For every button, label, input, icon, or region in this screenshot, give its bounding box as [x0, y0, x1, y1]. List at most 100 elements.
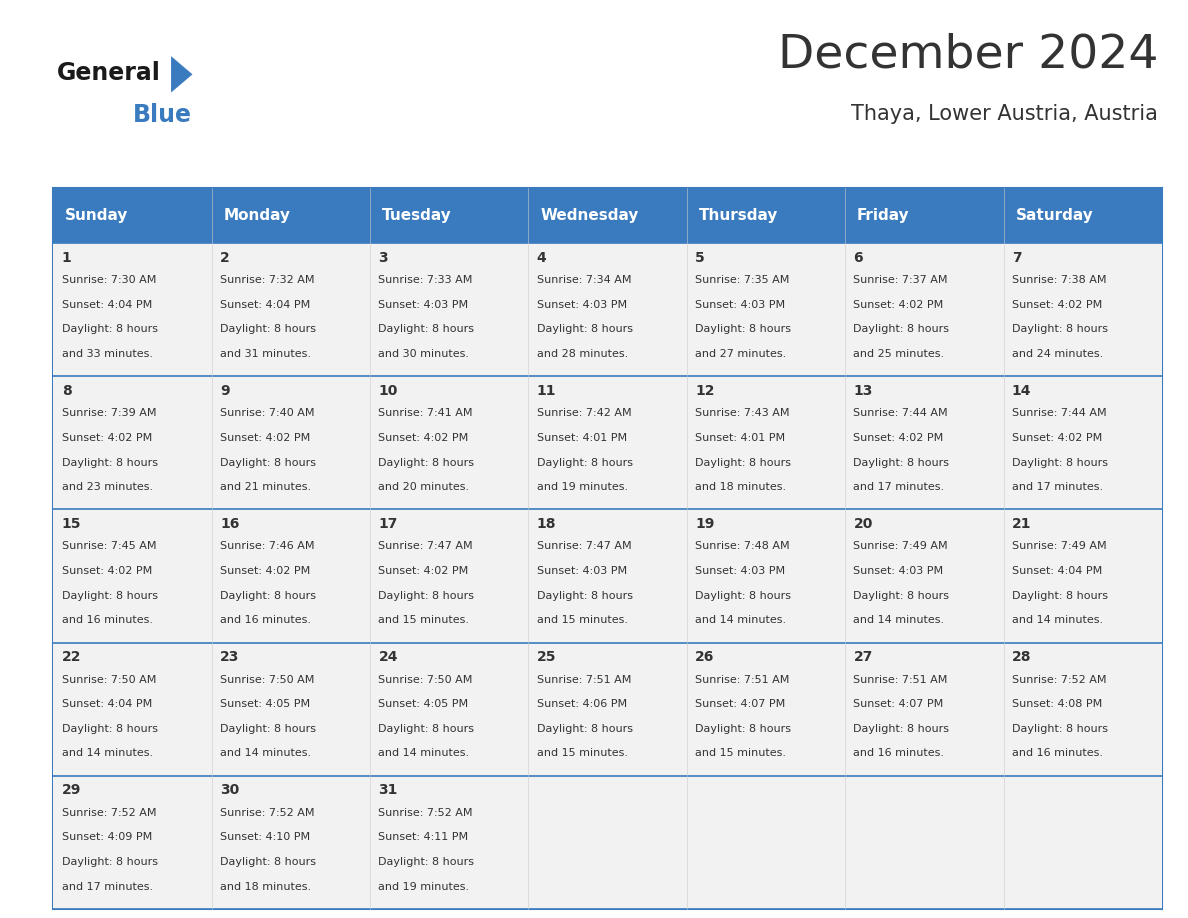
- Text: and 31 minutes.: and 31 minutes.: [220, 349, 311, 359]
- Text: Sunrise: 7:42 AM: Sunrise: 7:42 AM: [537, 409, 632, 419]
- Text: Daylight: 8 hours: Daylight: 8 hours: [62, 723, 158, 733]
- Text: Sunset: 4:09 PM: Sunset: 4:09 PM: [62, 833, 152, 843]
- Text: and 25 minutes.: and 25 minutes.: [853, 349, 944, 359]
- Text: Wednesday: Wednesday: [541, 208, 639, 223]
- Text: Daylight: 8 hours: Daylight: 8 hours: [537, 590, 633, 600]
- Text: Sunrise: 7:50 AM: Sunrise: 7:50 AM: [379, 675, 473, 685]
- Text: Daylight: 8 hours: Daylight: 8 hours: [220, 590, 316, 600]
- Text: Saturday: Saturday: [1016, 208, 1093, 223]
- Text: Friday: Friday: [857, 208, 910, 223]
- Text: and 17 minutes.: and 17 minutes.: [853, 482, 944, 492]
- Text: and 14 minutes.: and 14 minutes.: [1012, 615, 1102, 625]
- Text: Sunset: 4:03 PM: Sunset: 4:03 PM: [537, 566, 627, 577]
- Text: 30: 30: [220, 783, 239, 797]
- Text: Sunset: 4:02 PM: Sunset: 4:02 PM: [62, 566, 152, 577]
- Text: Sunset: 4:01 PM: Sunset: 4:01 PM: [537, 433, 627, 443]
- Text: 17: 17: [379, 517, 398, 531]
- Text: Daylight: 8 hours: Daylight: 8 hours: [62, 590, 158, 600]
- Text: December 2024: December 2024: [778, 32, 1158, 78]
- Text: 14: 14: [1012, 384, 1031, 397]
- Text: Sunset: 4:03 PM: Sunset: 4:03 PM: [695, 566, 785, 577]
- Text: Sunday: Sunday: [65, 208, 128, 223]
- Text: Daylight: 8 hours: Daylight: 8 hours: [853, 457, 949, 467]
- Text: Sunrise: 7:52 AM: Sunrise: 7:52 AM: [1012, 675, 1106, 685]
- Text: Tuesday: Tuesday: [383, 208, 451, 223]
- Text: and 33 minutes.: and 33 minutes.: [62, 349, 153, 359]
- Text: Sunrise: 7:34 AM: Sunrise: 7:34 AM: [537, 275, 631, 285]
- Text: Sunset: 4:01 PM: Sunset: 4:01 PM: [695, 433, 785, 443]
- Text: Sunset: 4:02 PM: Sunset: 4:02 PM: [220, 433, 310, 443]
- Text: 5: 5: [695, 251, 704, 264]
- Text: Sunset: 4:07 PM: Sunset: 4:07 PM: [695, 700, 785, 710]
- Text: Daylight: 8 hours: Daylight: 8 hours: [379, 457, 474, 467]
- Text: Sunrise: 7:33 AM: Sunrise: 7:33 AM: [379, 275, 473, 285]
- Text: Daylight: 8 hours: Daylight: 8 hours: [379, 590, 474, 600]
- Text: Sunrise: 7:41 AM: Sunrise: 7:41 AM: [379, 409, 473, 419]
- Text: and 16 minutes.: and 16 minutes.: [220, 615, 311, 625]
- Text: Sunset: 4:04 PM: Sunset: 4:04 PM: [62, 700, 152, 710]
- Text: Sunrise: 7:32 AM: Sunrise: 7:32 AM: [220, 275, 315, 285]
- Text: Daylight: 8 hours: Daylight: 8 hours: [695, 723, 791, 733]
- Text: Sunset: 4:03 PM: Sunset: 4:03 PM: [853, 566, 943, 577]
- Text: Sunrise: 7:51 AM: Sunrise: 7:51 AM: [695, 675, 790, 685]
- Text: Sunrise: 7:47 AM: Sunrise: 7:47 AM: [379, 542, 473, 552]
- Text: Sunrise: 7:51 AM: Sunrise: 7:51 AM: [537, 675, 631, 685]
- Text: Sunset: 4:05 PM: Sunset: 4:05 PM: [220, 700, 310, 710]
- Text: 7: 7: [1012, 251, 1022, 264]
- Text: Sunset: 4:03 PM: Sunset: 4:03 PM: [537, 300, 627, 310]
- Text: Sunrise: 7:50 AM: Sunrise: 7:50 AM: [62, 675, 156, 685]
- Text: Sunrise: 7:35 AM: Sunrise: 7:35 AM: [695, 275, 790, 285]
- Text: and 14 minutes.: and 14 minutes.: [695, 615, 786, 625]
- Text: Daylight: 8 hours: Daylight: 8 hours: [1012, 590, 1108, 600]
- Text: Sunset: 4:10 PM: Sunset: 4:10 PM: [220, 833, 310, 843]
- Text: 28: 28: [1012, 650, 1031, 664]
- Text: and 19 minutes.: and 19 minutes.: [379, 881, 469, 891]
- Text: Daylight: 8 hours: Daylight: 8 hours: [1012, 324, 1108, 334]
- Text: 12: 12: [695, 384, 715, 397]
- Text: Daylight: 8 hours: Daylight: 8 hours: [220, 723, 316, 733]
- Text: Daylight: 8 hours: Daylight: 8 hours: [1012, 457, 1108, 467]
- Text: Sunrise: 7:52 AM: Sunrise: 7:52 AM: [62, 808, 157, 818]
- Text: Daylight: 8 hours: Daylight: 8 hours: [1012, 723, 1108, 733]
- Text: and 15 minutes.: and 15 minutes.: [537, 748, 627, 758]
- Text: and 16 minutes.: and 16 minutes.: [62, 615, 153, 625]
- Text: and 21 minutes.: and 21 minutes.: [220, 482, 311, 492]
- Text: Sunset: 4:03 PM: Sunset: 4:03 PM: [695, 300, 785, 310]
- Text: Sunset: 4:02 PM: Sunset: 4:02 PM: [220, 566, 310, 577]
- Text: Sunrise: 7:44 AM: Sunrise: 7:44 AM: [853, 409, 948, 419]
- Text: and 14 minutes.: and 14 minutes.: [853, 615, 944, 625]
- Text: Sunrise: 7:46 AM: Sunrise: 7:46 AM: [220, 542, 315, 552]
- Text: Sunrise: 7:52 AM: Sunrise: 7:52 AM: [220, 808, 315, 818]
- Text: 27: 27: [853, 650, 873, 664]
- Text: and 16 minutes.: and 16 minutes.: [853, 748, 944, 758]
- Text: and 18 minutes.: and 18 minutes.: [220, 881, 311, 891]
- Text: Daylight: 8 hours: Daylight: 8 hours: [853, 723, 949, 733]
- Text: 2: 2: [220, 251, 229, 264]
- Text: Daylight: 8 hours: Daylight: 8 hours: [379, 856, 474, 867]
- Text: Sunrise: 7:44 AM: Sunrise: 7:44 AM: [1012, 409, 1106, 419]
- Text: and 18 minutes.: and 18 minutes.: [695, 482, 786, 492]
- Text: Sunset: 4:03 PM: Sunset: 4:03 PM: [379, 300, 468, 310]
- Text: Sunrise: 7:48 AM: Sunrise: 7:48 AM: [695, 542, 790, 552]
- Text: 8: 8: [62, 384, 71, 397]
- Text: Sunset: 4:02 PM: Sunset: 4:02 PM: [1012, 433, 1102, 443]
- Text: Sunset: 4:04 PM: Sunset: 4:04 PM: [62, 300, 152, 310]
- Text: 3: 3: [379, 251, 388, 264]
- Text: and 16 minutes.: and 16 minutes.: [1012, 748, 1102, 758]
- Text: 9: 9: [220, 384, 229, 397]
- Text: Daylight: 8 hours: Daylight: 8 hours: [695, 324, 791, 334]
- Text: 26: 26: [695, 650, 714, 664]
- Text: and 30 minutes.: and 30 minutes.: [379, 349, 469, 359]
- Text: Sunrise: 7:37 AM: Sunrise: 7:37 AM: [853, 275, 948, 285]
- Text: Sunset: 4:02 PM: Sunset: 4:02 PM: [379, 566, 469, 577]
- Text: Daylight: 8 hours: Daylight: 8 hours: [379, 324, 474, 334]
- Text: General: General: [57, 62, 160, 85]
- Text: and 14 minutes.: and 14 minutes.: [379, 748, 469, 758]
- Text: Sunrise: 7:50 AM: Sunrise: 7:50 AM: [220, 675, 315, 685]
- Text: and 15 minutes.: and 15 minutes.: [379, 615, 469, 625]
- Text: 10: 10: [379, 384, 398, 397]
- Text: Thaya, Lower Austria, Austria: Thaya, Lower Austria, Austria: [852, 104, 1158, 124]
- Text: Daylight: 8 hours: Daylight: 8 hours: [695, 457, 791, 467]
- Text: Sunset: 4:02 PM: Sunset: 4:02 PM: [853, 433, 943, 443]
- Text: 20: 20: [853, 517, 873, 531]
